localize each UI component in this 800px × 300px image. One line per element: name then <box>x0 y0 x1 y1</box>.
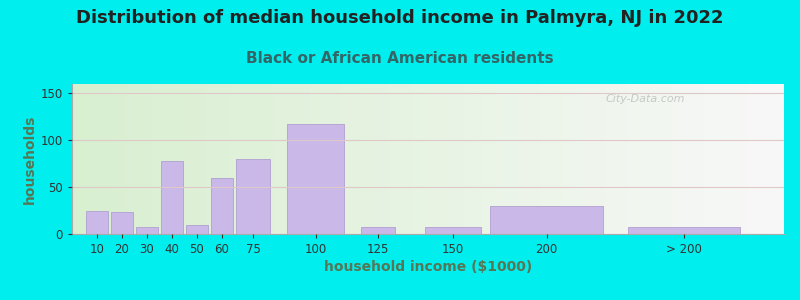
Bar <box>86 211 108 234</box>
Text: City-Data.com: City-Data.com <box>606 94 686 104</box>
Bar <box>136 226 158 234</box>
Bar <box>210 178 233 234</box>
Bar <box>110 212 134 234</box>
Bar <box>161 161 183 234</box>
Bar <box>287 124 344 234</box>
Bar <box>628 226 740 234</box>
X-axis label: household income ($1000): household income ($1000) <box>324 260 532 274</box>
Y-axis label: households: households <box>22 114 37 204</box>
Text: Distribution of median household income in Palmyra, NJ in 2022: Distribution of median household income … <box>76 9 724 27</box>
Bar <box>361 226 395 234</box>
Text: Black or African American residents: Black or African American residents <box>246 51 554 66</box>
Bar <box>490 206 603 234</box>
Bar <box>186 225 208 234</box>
Bar <box>236 159 270 234</box>
Bar <box>425 226 481 234</box>
